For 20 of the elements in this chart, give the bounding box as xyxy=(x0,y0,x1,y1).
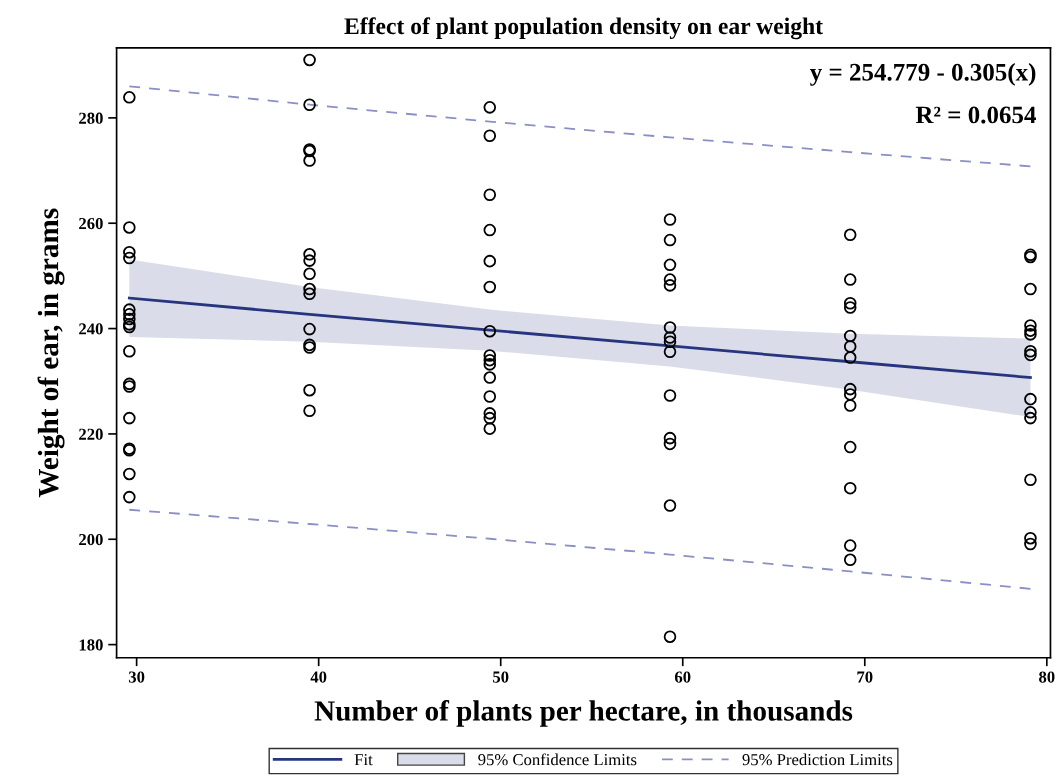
x-tick-label: 80 xyxy=(1039,671,1055,683)
y-tick-label: 220 xyxy=(79,428,103,440)
x-tick-label: 40 xyxy=(310,671,327,683)
legend-label: 95% Prediction Limits xyxy=(742,753,893,766)
chart-title: Effect of plant population density on ear weight xyxy=(344,17,823,40)
y-tick-label: 200 xyxy=(79,533,103,546)
y-axis-title: Weight of ear, in grams xyxy=(37,208,65,498)
x-tick-label: 30 xyxy=(128,671,145,683)
text: 95% Confidence Limits xyxy=(478,753,637,766)
x-tick-label: 70 xyxy=(857,671,873,683)
y-tick-label: 180 xyxy=(79,639,103,651)
y-tick-label: 280 xyxy=(79,112,103,124)
annotation: y = 254.779 - 0.305(x) xyxy=(809,63,1036,86)
y-tick-label: 260 xyxy=(79,217,103,230)
annotation: R² = 0.0654 xyxy=(915,106,1036,124)
x-tick-label: 50 xyxy=(493,671,509,683)
y-tick-label: 240 xyxy=(79,323,103,335)
x-tick-label: 60 xyxy=(674,671,691,683)
x-axis-title: Number of plants per hectare, in thousands xyxy=(314,699,853,727)
legend-label: Fit xyxy=(354,754,373,766)
